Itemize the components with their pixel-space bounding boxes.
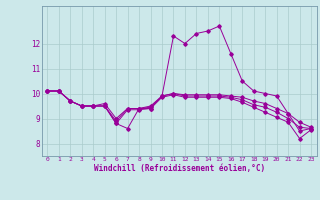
X-axis label: Windchill (Refroidissement éolien,°C): Windchill (Refroidissement éolien,°C) [94, 164, 265, 173]
